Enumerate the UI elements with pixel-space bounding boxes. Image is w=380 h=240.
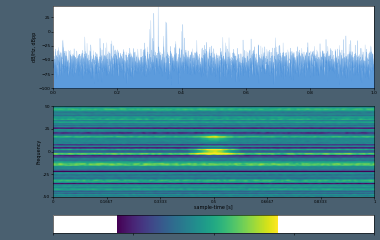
X-axis label: sample-time [s]: sample-time [s]	[195, 205, 233, 210]
Y-axis label: dB/Hz, dBpp: dB/Hz, dBpp	[32, 32, 37, 62]
Y-axis label: Frequency: Frequency	[37, 139, 42, 164]
